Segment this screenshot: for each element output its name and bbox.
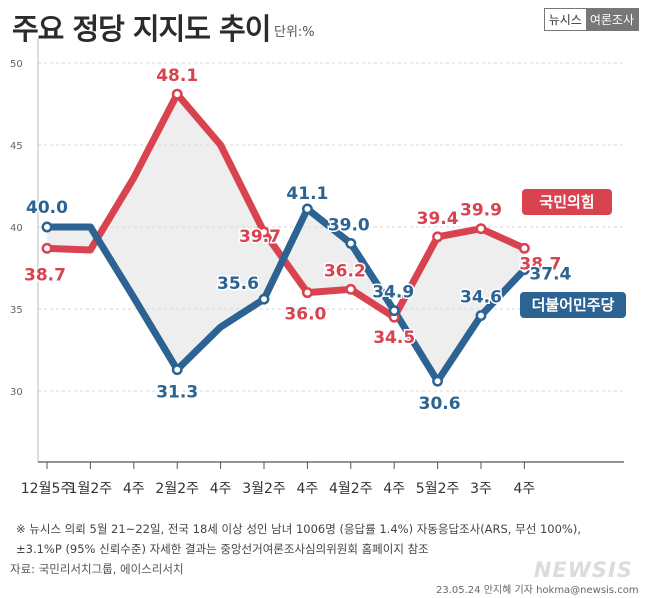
newsis-watermark: NEWSIS <box>533 558 633 582</box>
data-label-dp: 40.0 <box>26 198 68 218</box>
y-tick-label: 45 <box>10 141 23 152</box>
x-tick-label: 12월5주 <box>21 481 74 497</box>
data-label-dp: 39.0 <box>328 215 370 235</box>
x-tick-label: 4주 <box>210 481 232 497</box>
data-label-dp: 34.9 <box>372 283 414 303</box>
x-tick-label: 3주 <box>470 481 492 497</box>
point-dp <box>41 221 53 233</box>
data-label-ppp: 39.9 <box>460 201 502 221</box>
point-dp <box>432 375 444 387</box>
x-tick-label: 1월2주 <box>69 481 113 497</box>
point-ppp <box>345 283 357 295</box>
legend-label-dp: 더불어민주당 <box>532 296 615 314</box>
data-label-dp: 34.6 <box>460 288 502 308</box>
survey-notes: ※ 뉴시스 의뢰 5월 21~22일, 전국 18세 이상 성인 남녀 1006… <box>16 519 581 559</box>
x-tick-label: 4주 <box>383 481 405 497</box>
data-label-dp: 41.1 <box>286 184 328 204</box>
x-tick-label: 5월2주 <box>416 481 460 497</box>
point-dp <box>388 305 400 317</box>
poll-badge: 뉴시스 여론조사 <box>543 8 639 31</box>
x-tick-label: 2월2주 <box>155 481 199 497</box>
y-tick-label: 30 <box>10 387 23 398</box>
gap-area <box>47 94 525 382</box>
data-label-ppp: 38.7 <box>24 265 66 285</box>
x-tick-label: 4월2주 <box>329 481 373 497</box>
y-tick-label: 50 <box>10 59 23 70</box>
data-label-ppp: 39.7 <box>239 227 281 247</box>
point-ppp <box>171 88 183 100</box>
point-ppp <box>258 226 270 238</box>
source-text: 자료: 국민리서치그룹, 에이스리서치 <box>10 562 184 576</box>
point-dp <box>171 364 183 376</box>
series-line-dp <box>43 205 528 385</box>
note-line-1: ※ 뉴시스 의뢰 5월 21~22일, 전국 18세 이상 성인 남녀 1006… <box>16 522 581 536</box>
x-tick-label: 4주 <box>123 481 145 497</box>
point-dp <box>301 203 313 215</box>
point-ppp <box>41 242 53 254</box>
data-label-ppp: 34.5 <box>373 328 415 348</box>
point-dp <box>258 293 270 305</box>
point-dp <box>475 310 487 322</box>
data-label-ppp: 36.0 <box>284 305 326 325</box>
data-label-ppp: 36.2 <box>324 261 366 281</box>
data-label-ppp: 39.4 <box>417 209 459 229</box>
point-dp <box>345 237 357 249</box>
credit-text: 23.05.24 안지혜 기자 hokma@newsis.com <box>436 585 639 596</box>
x-tick-label: 4주 <box>297 481 319 497</box>
note-line-2: ±3.1%P (95% 신뢰수준) 자세한 결과는 중앙선거여론조사심의위원회 … <box>16 542 429 556</box>
point-ppp <box>432 231 444 243</box>
data-label-dp: 37.4 <box>529 265 571 285</box>
data-label-dp: 35.6 <box>217 274 259 294</box>
data-label-dp: 31.3 <box>156 383 198 403</box>
data-label-ppp: 48.1 <box>156 66 198 86</box>
x-tick-label: 3월2주 <box>242 481 286 497</box>
point-ppp <box>475 223 487 235</box>
unit-label: 단위:% <box>274 25 315 40</box>
badge-brand: 뉴시스 <box>544 9 586 30</box>
legend-label-ppp: 국민의힘 <box>539 193 594 211</box>
badge-label: 여론조사 <box>585 9 638 30</box>
y-tick-label: 40 <box>10 223 23 234</box>
legend-box-ppp <box>522 189 612 215</box>
y-tick-label: 35 <box>10 305 23 316</box>
point-dp <box>518 264 530 276</box>
data-label-ppp: 38.7 <box>519 254 561 274</box>
x-tick-label: 4주 <box>514 481 536 497</box>
point-ppp <box>301 287 313 299</box>
point-ppp <box>518 242 530 254</box>
series-line-ppp <box>43 90 528 321</box>
legend-box-dp <box>520 292 626 318</box>
data-label-dp: 30.6 <box>419 394 461 414</box>
chart-title: 주요 정당 지지도 추이 <box>12 12 271 46</box>
